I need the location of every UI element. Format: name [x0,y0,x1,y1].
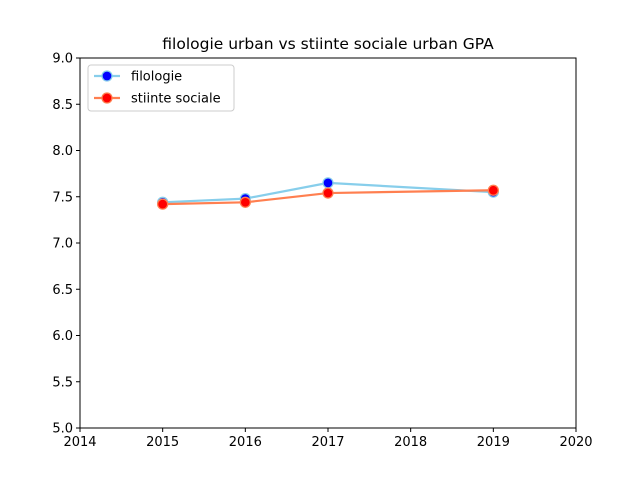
legend-marker [101,92,113,104]
series-line-0 [162,181,494,204]
x-tick-label: 2020 [559,435,592,450]
data-point [157,198,169,210]
chart-title: filologie urban vs stiinte sociale urban… [162,35,494,53]
data-point [487,184,499,196]
legend-box [87,64,235,112]
y-tick-label: 5.0 [52,422,73,437]
y-tick-label: 6.0 [52,329,73,344]
y-tick-label: 8.0 [52,144,73,159]
x-tick-label: 2018 [394,435,427,450]
data-point [322,177,334,189]
x-tick-label: 2016 [229,435,262,450]
y-tick-label: 6.5 [52,283,73,298]
x-tick-label: 2014 [63,435,96,450]
y-tick-label: 5.5 [52,375,73,390]
legend-marker [101,70,113,82]
data-point [322,187,334,199]
x-tick-label: 2017 [311,435,344,450]
legend-label: stiinte sociale [131,92,221,107]
plot-frame [79,57,577,429]
y-tick-label: 7.0 [52,237,73,252]
y-tick-label: 9.0 [52,52,73,67]
x-tick-label: 2019 [477,435,510,450]
data-point [239,196,251,208]
x-tick-label: 2015 [146,435,179,450]
y-tick-label: 8.5 [52,98,73,113]
legend: filologie stiinte sociale [87,64,235,112]
legend-label: filologie [131,70,182,85]
y-tick-label: 7.5 [52,190,73,205]
series-line-1 [162,189,494,206]
